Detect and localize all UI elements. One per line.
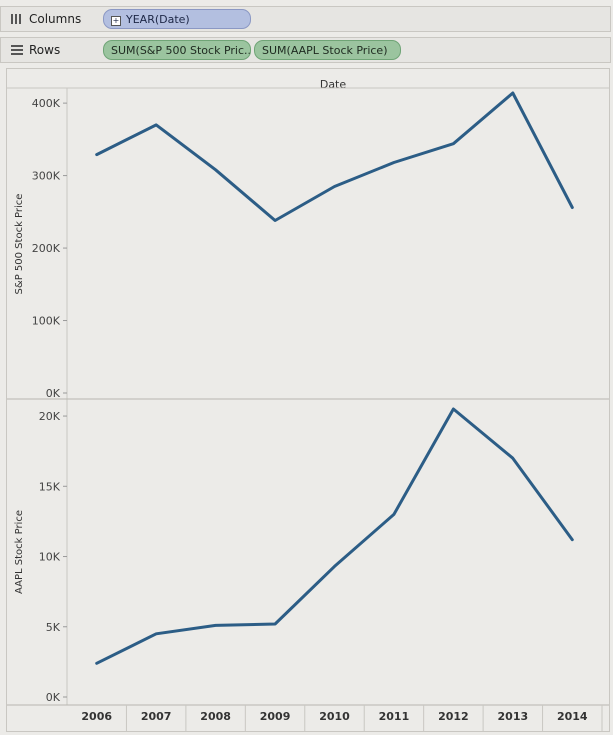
columns-grid-icon — [11, 8, 23, 24]
x-tick-label: 2013 — [498, 710, 529, 723]
data-point[interactable] — [94, 660, 100, 666]
y-tick-label: 300K — [32, 170, 61, 183]
y-tick-label: 10K — [39, 551, 61, 564]
data-point[interactable] — [391, 511, 397, 517]
data-point[interactable] — [391, 160, 397, 166]
x-tick-label: 2009 — [260, 710, 291, 723]
data-point[interactable] — [153, 631, 159, 637]
rows-grid-icon — [11, 39, 23, 55]
y-axis-title: AAPL Stock Price — [14, 510, 25, 594]
plus-box-icon[interactable]: + — [111, 16, 121, 26]
data-point[interactable] — [510, 90, 516, 96]
columns-shelf: Columns + YEAR(Date) — [0, 6, 611, 32]
sp500-sum-pill-text: SUM(S&P 500 Stock Pric.. — [111, 44, 251, 57]
chart-svg: Date 0K 100K 200K 300K 400K S&P 500 Stock Pri… — [7, 78, 609, 731]
data-point[interactable] — [332, 563, 338, 569]
y-tick-label: 0K — [46, 387, 61, 400]
data-point[interactable] — [272, 621, 278, 627]
aapl-sum-pill-text: SUM(AAPL Stock Price) — [262, 44, 388, 57]
year-date-pill[interactable]: + YEAR(Date) — [103, 9, 251, 29]
x-tick-label: 2008 — [200, 710, 231, 723]
data-point[interactable] — [450, 406, 456, 412]
columns-shelf-label: Columns — [11, 7, 81, 31]
y-tick-label: 0K — [46, 691, 61, 704]
aapl-sum-pill[interactable]: SUM(AAPL Stock Price) — [254, 40, 401, 60]
series-line — [95, 407, 574, 665]
x-tick-label: 2006 — [81, 710, 112, 723]
data-point[interactable] — [94, 152, 100, 158]
y-tick-label: 15K — [39, 480, 61, 493]
y-tick-label: 20K — [39, 410, 61, 423]
rows-shelf: Rows SUM(S&P 500 Stock Pric.. SUM(AAPL S… — [0, 37, 611, 63]
series-line — [95, 91, 574, 222]
x-tick-label: 2012 — [438, 710, 469, 723]
columns-label-text: Columns — [29, 12, 82, 26]
data-point[interactable] — [272, 218, 278, 224]
x-tick-label: 2014 — [557, 710, 588, 723]
y-tick-label: 100K — [32, 315, 61, 328]
x-tick-label: 2010 — [319, 710, 350, 723]
data-point[interactable] — [510, 455, 516, 461]
y-tick-label: 5K — [46, 621, 61, 634]
rows-label-text: Rows — [29, 43, 61, 57]
x-tick-label: 2007 — [141, 710, 172, 723]
data-point[interactable] — [213, 167, 219, 173]
chart-area: Date 0K 100K 200K 300K 400K S&P 500 Stock Pri… — [6, 68, 610, 732]
x-tick-label: 2011 — [379, 710, 410, 723]
data-point[interactable] — [213, 622, 219, 628]
sp500-sum-pill[interactable]: SUM(S&P 500 Stock Pric.. — [103, 40, 251, 60]
year-date-pill-text: YEAR(Date) — [126, 13, 190, 26]
data-point[interactable] — [332, 183, 338, 189]
y-axis-title: S&P 500 Stock Price — [14, 194, 25, 295]
y-tick-label: 400K — [32, 97, 61, 110]
y-tick-label: 200K — [32, 242, 61, 255]
data-point[interactable] — [450, 141, 456, 147]
rows-shelf-label: Rows — [11, 38, 60, 62]
data-point[interactable] — [569, 204, 575, 210]
data-point[interactable] — [153, 122, 159, 128]
date-header: Date — [320, 78, 347, 91]
data-point[interactable] — [569, 537, 575, 543]
